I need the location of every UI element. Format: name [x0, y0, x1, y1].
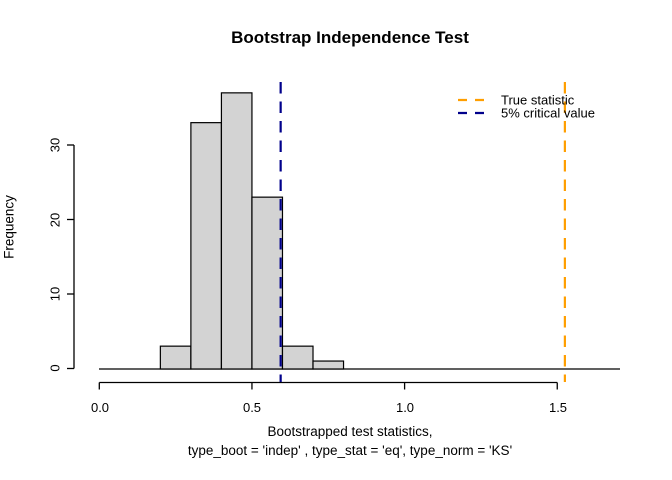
- histogram-bar-0.4-0.5: [220, 92, 253, 370]
- x-tick-label-1.5: 1.5: [548, 400, 568, 415]
- x-tick-label-0.0: 0.0: [90, 400, 110, 415]
- legend-label-true-statistic: True statistic: [501, 92, 575, 108]
- x-tick-label-0.5: 0.5: [242, 400, 262, 415]
- x-axis-label-line1: Bootstrapped test statistics,: [267, 424, 433, 439]
- histogram-bar-0.3-0.4: [190, 122, 223, 370]
- y-axis-label: Frequency: [1, 195, 17, 259]
- legend-label-critical-value: 5% critical value: [501, 105, 595, 121]
- plot-title: Bootstrap Independence Test: [231, 28, 469, 47]
- x-tick-label-1.0: 1.0: [395, 400, 415, 415]
- x-axis-label-line2: type_boot = 'indep' , type_stat = 'eq', …: [187, 443, 513, 458]
- y-tick-label-10: 10: [47, 286, 63, 302]
- y-tick-label-30: 30: [47, 137, 63, 153]
- histogram-bar-0.2-0.3: [159, 345, 192, 370]
- histogram-bar-0.5-0.6: [251, 196, 284, 370]
- histogram-bar-0.6-0.7: [281, 345, 314, 370]
- y-tick-label-0: 0: [47, 364, 63, 372]
- y-tick-label-20: 20: [47, 212, 63, 228]
- histogram-bar-0.7-0.8: [312, 360, 345, 370]
